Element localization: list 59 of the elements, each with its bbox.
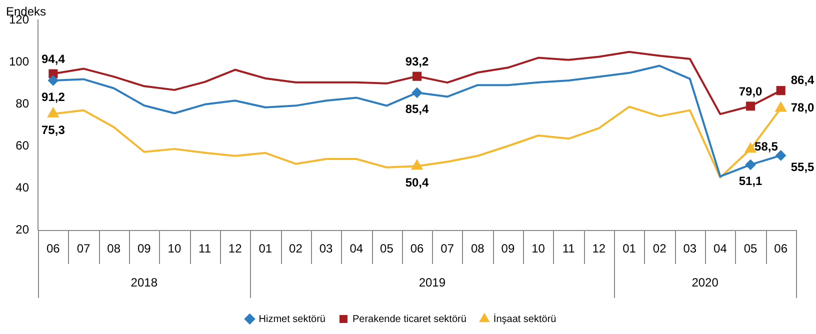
x-tick-label: 02 [289,241,303,256]
x-tick-label: 01 [622,241,636,256]
text: 2018 [130,275,158,290]
y-tick-label: 60 [16,138,30,152]
point [776,102,786,112]
x-tick-label: 07 [440,241,454,256]
data-label: 58,5 [754,139,778,154]
x-tick-label: 06 [774,241,788,256]
x-tick-label: 06 [46,241,60,256]
text: 2019 [418,275,446,290]
x-tick-label: 10 [532,241,546,256]
data-label: 79,0 [738,84,763,98]
point [412,72,422,81]
data-label: 93,2 [405,54,430,69]
point [746,102,756,111]
x-tick-label: 06 [410,241,424,256]
point [48,75,58,86]
data-label: 51,1 [738,174,763,188]
data-label: 94,4 [42,52,66,66]
data-label: 85,4 [405,102,430,116]
x-tick-label: 08 [107,241,121,256]
x-tick-label: 02 [652,241,667,256]
point [412,160,422,170]
data-label: 55,5 [790,160,815,174]
legend-label: İnşaat sektörü [493,312,556,325]
text: 2020 [692,275,719,290]
x-tick-label: 01 [258,241,272,256]
x-tick-label: 11 [562,241,576,256]
x-tick-label: 05 [744,241,758,256]
y-tick-label: 80 [16,96,30,110]
data-label: 86,4 [790,72,815,87]
point [776,86,786,96]
point [412,88,422,98]
x-tick-label: 09 [137,241,152,256]
x-tick-label: 09 [501,241,515,256]
y-tick-label: 20 [16,222,30,236]
y-tick-label: 100 [8,54,30,68]
x-tick-label: 03 [319,241,334,256]
point [745,143,756,153]
data-label: 50,4 [405,175,430,190]
x-tick-label: 12 [592,241,606,256]
x-tick-label: 03 [683,241,697,256]
data-label: 75,3 [42,123,66,138]
data-label: 78,0 [790,100,815,115]
point [746,160,756,170]
x-tick-label: 04 [350,241,364,256]
point [776,150,786,160]
x-tick-label: 10 [168,241,182,256]
point [48,108,59,118]
x-tick-label: 12 [228,241,242,256]
x-tick-label: 08 [470,241,485,256]
x-tick-label: 11 [198,241,212,256]
legend-label: Hizmet sektörü [258,314,326,325]
x-tick-label: 04 [714,241,728,256]
data-label: 91,2 [42,90,66,104]
x-tick-label: 05 [380,241,394,256]
y-tick-label: 40 [16,180,30,194]
x-tick-label: 07 [76,241,90,256]
legend-label: Perakende ticaret sektörü [352,314,466,325]
